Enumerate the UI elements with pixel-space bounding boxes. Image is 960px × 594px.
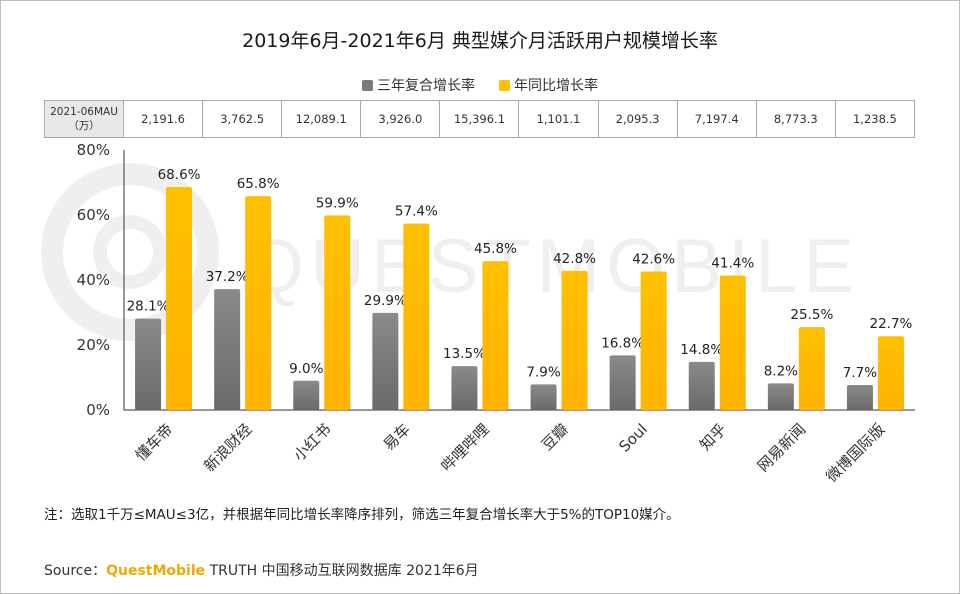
mau-cell: 8,773.3 [755,100,836,138]
bar-cagr [135,318,162,410]
bar-cagr [530,384,557,410]
source-prefix: Source： [44,563,107,579]
data-label-cagr: 29.9% [364,293,407,309]
mau-table: 2021-06MAU （万） 2,191.6 3,762.5 12,089.1 … [44,100,916,138]
bar-yoy [798,327,825,410]
footnote: 注：选取1千万≤MAU≤3亿，并根据年同比增长率降序排列，筛选三年复合增长率大于… [44,507,680,523]
data-label-cagr: 14.8% [680,342,723,358]
data-label-cagr: 37.2% [206,269,249,285]
bar-cagr [688,361,715,410]
data-label-yoy: 57.4% [395,203,438,219]
data-label-cagr: 16.8% [601,335,644,351]
y-tick-label: 20% [77,336,110,354]
chart-title: 2019年6月-2021年6月 典型媒介月活跃用户规模增长率 [242,30,718,52]
mau-cell: 2,095.3 [597,100,678,138]
legend-label-cagr: 三年复合增长率 [377,78,475,94]
bar-cagr [609,355,636,410]
bar-yoy [324,215,351,410]
mau-cell: 1,101.1 [518,100,599,138]
x-tick-label: 新浪财经 [200,420,255,475]
source-brand: QuestMobile [106,563,206,579]
bar-cagr [214,289,241,410]
y-tick-label: 0% [86,401,110,419]
mau-cell: 3,926.0 [360,100,441,138]
bar-yoy [877,336,904,410]
data-label-cagr: 28.1% [127,299,170,315]
x-tick-label: 哔哩哔哩 [438,420,493,475]
x-tick-label: 网易新闻 [754,420,809,475]
data-label-yoy: 68.6% [158,167,201,183]
bar-cagr [846,384,873,410]
x-tick-label: 微博国际版 [823,420,889,486]
bar-yoy [245,196,272,410]
legend-swatch-yoy [499,79,510,91]
legend-item-yoy: 年同比增长率 [499,75,598,95]
mau-header-line1: 2021-06MAU [50,106,118,118]
bar-yoy [561,270,588,410]
data-label-yoy: 41.4% [711,255,754,271]
mau-cell: 3,762.5 [202,100,283,138]
bar-yoy [403,223,430,410]
y-tick-label: 40% [77,271,110,289]
mau-row: 2021-06MAU （万） 2,191.6 3,762.5 12,089.1 … [44,100,916,138]
bar-yoy [640,271,667,410]
x-tick-label: 懂车帝 [132,420,177,465]
y-tick-label: 60% [77,206,110,224]
mau-header-cell: 2021-06MAU （万） [44,100,124,138]
mau-header-line2: （万） [68,120,100,132]
data-label-cagr: 7.7% [843,365,877,381]
data-label-cagr: 13.5% [443,346,486,362]
x-tick-label: 易车 [380,420,414,454]
legend-item-cagr: 三年复合增长率 [362,75,475,95]
data-label-cagr: 8.2% [764,363,798,379]
data-label-yoy: 25.5% [790,307,833,323]
bar-cagr [372,312,399,410]
bar-cagr [293,380,320,410]
bar-cagr [451,366,478,410]
source-rest: TRUTH 中国移动互联网数据库 2021年6月 [205,563,479,579]
data-label-yoy: 65.8% [237,176,280,192]
x-tick-label: 小红书 [290,420,335,465]
x-tick-label: 豆瓣 [538,420,572,454]
data-label-yoy: 42.6% [632,252,675,268]
data-label-cagr: 9.0% [289,361,323,377]
mau-cell: 15,396.1 [439,100,520,138]
data-label-yoy: 42.8% [553,251,596,267]
bar-yoy [482,261,509,410]
mau-cell: 1,238.5 [834,100,916,138]
bar-yoy [719,275,746,410]
x-tick-label: Soul [615,420,651,456]
legend-label-yoy: 年同比增长率 [514,78,598,94]
legend-swatch-cagr [362,79,373,91]
legend: 三年复合增长率 年同比增长率 [0,75,960,95]
data-label-yoy: 45.8% [474,241,517,257]
data-label-yoy: 59.9% [316,195,359,211]
data-label-yoy: 22.7% [870,316,913,332]
source-line: Source：QuestMobile TRUTH 中国移动互联网数据库 2021… [44,560,479,580]
bar-yoy [166,187,193,410]
data-label-cagr: 7.9% [526,364,560,380]
y-tick-label: 80% [77,141,110,159]
bar-cagr [767,383,794,410]
x-tick-label: 知乎 [696,420,730,454]
